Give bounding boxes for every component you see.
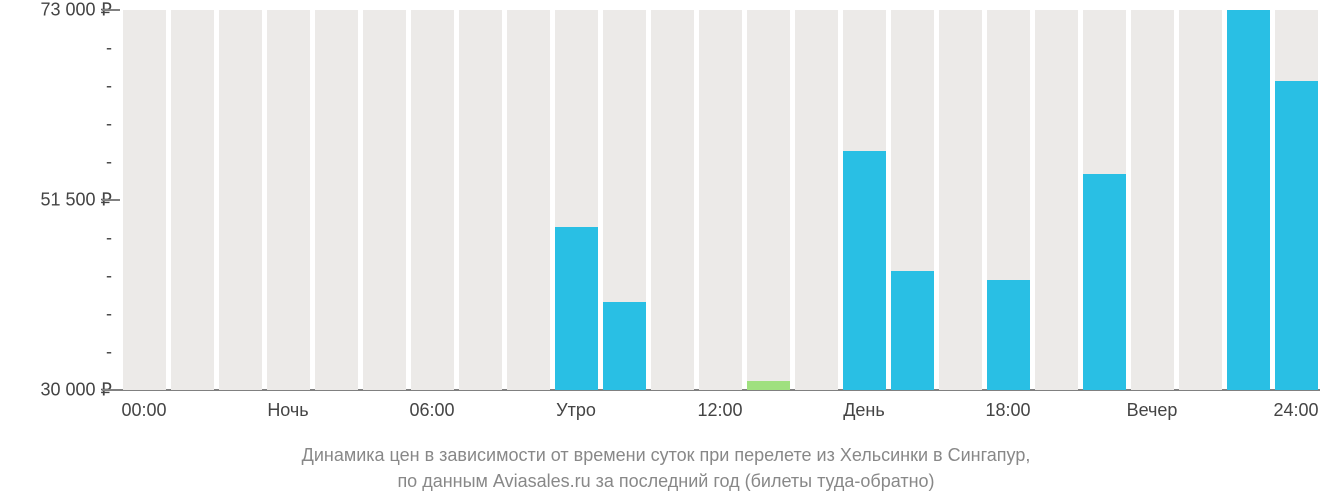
x-axis-label: 00:00	[121, 400, 166, 421]
price-by-hour-chart: 73 000 ₽51 500 ₽30 000 ₽--------00:00Ноч…	[0, 0, 1332, 502]
bar-background	[123, 10, 166, 390]
x-axis-label: Утро	[556, 400, 596, 421]
bar-slot	[795, 10, 838, 390]
x-axis-label: Ночь	[267, 400, 308, 421]
bar-background	[747, 10, 790, 390]
x-axis-label: Вечер	[1127, 400, 1178, 421]
bar-background	[411, 10, 454, 390]
caption-line: по данным Aviasales.ru за последний год …	[0, 468, 1332, 494]
bar-value	[1083, 174, 1126, 391]
bar-background	[1131, 10, 1174, 390]
x-axis-label: 06:00	[409, 400, 454, 421]
y-axis-minor-label: -	[106, 76, 112, 97]
bar-slot	[123, 10, 166, 390]
bar-slot	[555, 10, 598, 390]
y-axis-minor-label: -	[106, 152, 112, 173]
bar-slot	[1179, 10, 1222, 390]
bar-background	[267, 10, 310, 390]
chart-caption: Динамика цен в зависимости от времени су…	[0, 442, 1332, 494]
bar-value	[1227, 10, 1270, 390]
bar-slot	[1131, 10, 1174, 390]
y-axis-minor-label: -	[106, 342, 112, 363]
bar-slot	[363, 10, 406, 390]
y-axis-minor-label: -	[106, 304, 112, 325]
bar-slot	[1275, 10, 1318, 390]
bar-background	[1179, 10, 1222, 390]
bar-value	[843, 151, 886, 390]
bar-background	[651, 10, 694, 390]
bar-value	[891, 271, 934, 390]
bar-slot	[171, 10, 214, 390]
bar-background	[459, 10, 502, 390]
bar-slot	[843, 10, 886, 390]
bar-background	[219, 10, 262, 390]
bar-slot	[1227, 10, 1270, 390]
bar-slot	[891, 10, 934, 390]
y-axis-minor-label: -	[106, 228, 112, 249]
y-axis-tick	[102, 9, 120, 11]
bar-slot	[1035, 10, 1078, 390]
bar-value	[1275, 81, 1318, 390]
plot-area: 73 000 ₽51 500 ₽30 000 ₽--------00:00Ноч…	[120, 10, 1320, 390]
bar-value	[555, 227, 598, 390]
bar-slot	[1083, 10, 1126, 390]
x-axis-label: 12:00	[697, 400, 742, 421]
bar-slot	[987, 10, 1030, 390]
bar-value	[603, 302, 646, 390]
bar-background	[699, 10, 742, 390]
x-axis-label: День	[843, 400, 885, 421]
bar-background	[363, 10, 406, 390]
bar-background	[939, 10, 982, 390]
bar-slot	[747, 10, 790, 390]
bar-value	[987, 280, 1030, 390]
bar-slot	[699, 10, 742, 390]
y-axis-minor-label: -	[106, 266, 112, 287]
y-axis-tick	[102, 389, 120, 391]
bar-slot	[603, 10, 646, 390]
bar-background	[795, 10, 838, 390]
bar-background	[1035, 10, 1078, 390]
y-axis-minor-label: -	[106, 114, 112, 135]
x-axis-label: 18:00	[985, 400, 1030, 421]
bar-value-highlight	[747, 381, 790, 390]
y-axis-minor-label: -	[106, 38, 112, 59]
bar-slot	[939, 10, 982, 390]
bar-slot	[507, 10, 550, 390]
bar-slot	[411, 10, 454, 390]
y-axis-tick	[102, 199, 120, 201]
bar-slot	[267, 10, 310, 390]
bar-background	[315, 10, 358, 390]
x-axis-label: 24:00	[1273, 400, 1318, 421]
bar-slot	[651, 10, 694, 390]
bar-slot	[459, 10, 502, 390]
caption-line: Динамика цен в зависимости от времени су…	[0, 442, 1332, 468]
bar-background	[171, 10, 214, 390]
bar-slot	[315, 10, 358, 390]
bar-background	[507, 10, 550, 390]
bar-slot	[219, 10, 262, 390]
